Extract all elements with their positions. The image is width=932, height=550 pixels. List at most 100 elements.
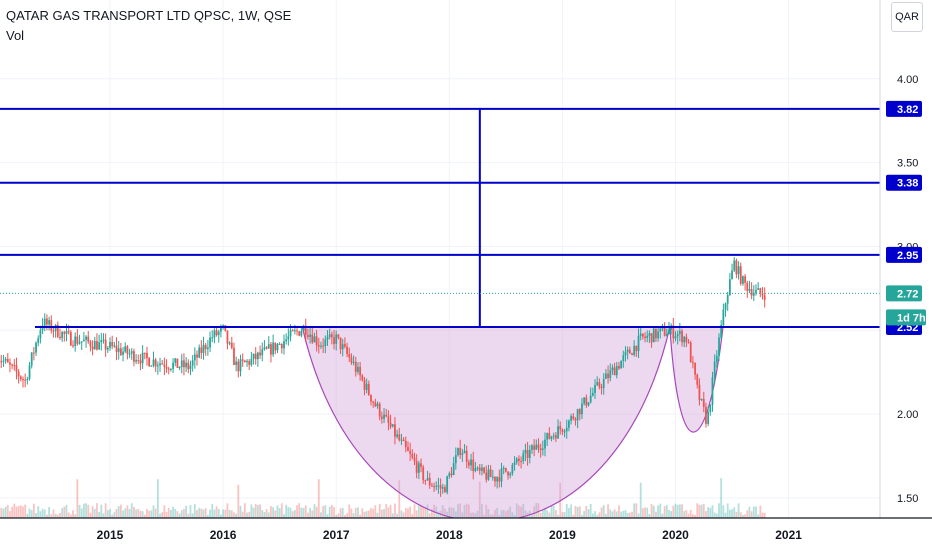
volume-bar xyxy=(746,510,749,518)
candle-body xyxy=(518,458,520,462)
candle-body xyxy=(324,339,327,346)
candle-body xyxy=(415,461,418,473)
volume-bar xyxy=(39,511,42,518)
volume-bar xyxy=(461,512,464,518)
volume-bar xyxy=(337,513,340,518)
volume-bar xyxy=(535,503,538,518)
volume-bar xyxy=(487,509,490,518)
candle-body xyxy=(422,466,425,481)
volume-bar xyxy=(380,509,383,518)
candle-body xyxy=(498,477,501,482)
volume-bar xyxy=(280,503,283,518)
candle-body xyxy=(354,361,357,372)
candle-body xyxy=(69,332,72,346)
volume-bar xyxy=(450,507,453,518)
currency-button[interactable]: QAR xyxy=(891,2,923,32)
candle-body xyxy=(639,333,642,336)
candle-body xyxy=(537,444,540,449)
candle-body xyxy=(67,331,70,333)
candle-body xyxy=(707,412,710,424)
candle-body xyxy=(413,457,416,462)
volume-bar xyxy=(119,504,122,518)
candle-body xyxy=(261,349,264,356)
volume-bar xyxy=(596,514,599,518)
volume-bar xyxy=(565,503,568,518)
candle-body xyxy=(335,334,338,344)
candle-body xyxy=(659,328,662,332)
volume-bar xyxy=(315,506,318,518)
candle-body xyxy=(689,342,692,363)
time-axis[interactable]: 2015 2016 2017 2018 2019 2020 2021 xyxy=(0,517,932,550)
candle-body xyxy=(515,458,518,463)
volume-bar xyxy=(46,514,48,518)
countdown-tag xyxy=(886,309,926,326)
candle-body xyxy=(613,367,616,376)
volume-bar xyxy=(30,510,33,518)
volume-bar xyxy=(359,514,362,518)
volume-bar xyxy=(759,505,762,518)
volume-bar xyxy=(467,504,470,518)
volume-indicator-label[interactable]: Vol xyxy=(6,28,25,43)
volume-bar xyxy=(152,505,155,518)
candle-body xyxy=(93,340,96,350)
volume-bar xyxy=(444,508,446,518)
volume-bar xyxy=(509,506,512,518)
volume-bar xyxy=(63,506,66,518)
volume-bar xyxy=(722,505,725,518)
candle-body xyxy=(113,345,116,347)
horizontal-levels[interactable] xyxy=(0,107,880,328)
cup-and-handle-drawing[interactable] xyxy=(301,326,724,523)
volume-bar xyxy=(109,509,111,518)
volume-bar xyxy=(15,506,18,518)
candle-body xyxy=(731,270,733,280)
volume-bar xyxy=(124,508,127,518)
candle-body xyxy=(52,330,55,332)
candle-body xyxy=(504,467,507,472)
volume-bar xyxy=(641,508,644,518)
volume-bar xyxy=(391,513,394,518)
volume-bar xyxy=(437,511,440,518)
volume-bar xyxy=(713,512,716,518)
candle-body xyxy=(444,487,446,493)
candle-body xyxy=(624,351,627,356)
volume-bar xyxy=(224,509,227,518)
volume-bar xyxy=(365,511,368,518)
candle-body xyxy=(687,341,690,343)
volume-bar xyxy=(720,478,723,518)
volume-bar xyxy=(374,505,377,518)
candle-body xyxy=(2,360,5,362)
candle-body xyxy=(652,328,655,343)
price-axis[interactable]: 1.502.002.503.003.504.004.503.823.382.95… xyxy=(879,0,926,518)
candle-body xyxy=(178,366,181,368)
price-tick-label: 4.00 xyxy=(897,74,918,86)
candle-body xyxy=(241,359,244,361)
candle-body xyxy=(678,330,681,334)
volume-bar xyxy=(239,505,242,518)
volume-bar xyxy=(498,514,501,518)
candle-body xyxy=(439,485,442,489)
volume-bar xyxy=(670,511,673,518)
candle-body xyxy=(326,336,329,340)
volume-bar xyxy=(265,509,268,518)
volume-bar xyxy=(583,510,586,518)
volume-bar xyxy=(215,506,218,518)
volume-bar xyxy=(415,510,418,518)
volume-bar xyxy=(496,507,499,518)
volume-bar xyxy=(122,510,124,518)
candle-body xyxy=(183,360,185,368)
candle-body xyxy=(531,445,533,450)
volume-bar xyxy=(330,504,333,518)
candle-body xyxy=(650,333,653,343)
candle-body xyxy=(548,433,551,439)
candle-body xyxy=(191,360,194,366)
candle-body xyxy=(394,424,396,437)
volume-bar xyxy=(400,510,403,518)
volume-bar xyxy=(346,513,348,518)
volume-bar xyxy=(755,506,757,518)
candle-body xyxy=(700,398,703,400)
volume-bar xyxy=(728,509,731,518)
candle-body xyxy=(755,289,757,293)
candle-body xyxy=(685,336,688,342)
volume-bar xyxy=(350,508,353,518)
